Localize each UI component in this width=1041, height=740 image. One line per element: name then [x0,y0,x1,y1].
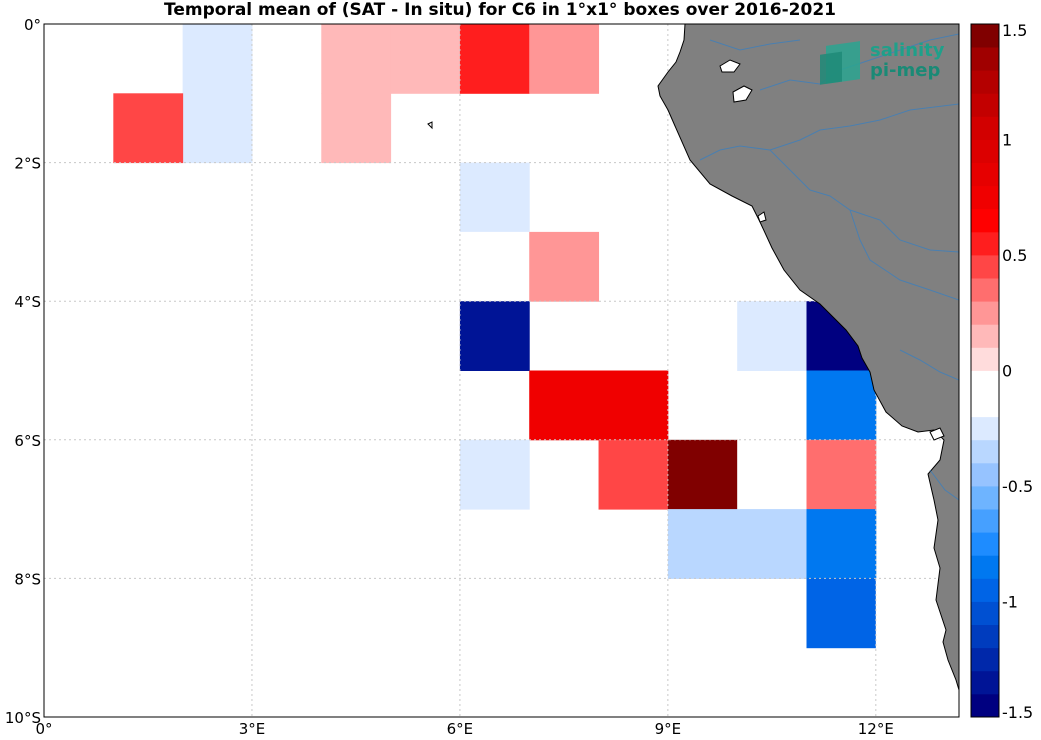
coast-island [719,59,741,73]
colorbar-segment [971,439,999,464]
colorbar-segment [971,393,999,418]
heatmap-cell [806,509,877,579]
coast-island [732,85,753,103]
heatmap-cell [737,301,807,371]
colorbar-segment [971,47,999,71]
x-tick-label: 6°E [447,720,474,738]
x-axis-ticks: 0° 3°E 6°E 9°E 12°E [35,720,893,738]
heatmap-cell [667,509,738,579]
colorbar-segment [971,70,999,94]
map-title: Temporal mean of (SAT - In situ) for C6 … [164,0,836,20]
heatmap-cell [529,370,600,441]
heatmap-cell [806,370,877,441]
heatmap-cell [806,578,877,649]
colorbar-segment [971,647,999,672]
coast-island [757,211,767,223]
y-tick-label: 4°S [14,293,41,311]
heatmap-cell [113,93,184,164]
y-tick-label: 0° [24,16,41,34]
x-tick-label: 12°E [858,720,894,738]
colorbar-segment [971,624,999,649]
heatmap-cell [182,93,253,164]
colorbar-segment [971,93,999,117]
heatmap-cell [321,93,392,164]
colorbar-segment [971,255,999,279]
y-tick-label: 2°S [14,155,41,173]
heatmap-cell [737,509,807,579]
heatmap-cell [667,439,738,510]
colorbar-segment [971,462,999,487]
heatmap-cell [459,301,530,371]
heatmap-cell [529,24,600,94]
land-layer [427,24,959,691]
colorbar-tick-label: 1 [1002,131,1012,150]
logo: salinity pi-mep [820,40,945,85]
colorbar-tick-label: 0 [1002,362,1012,381]
colorbar-segment [971,693,999,718]
x-tick-label: 3°E [239,720,266,738]
heatmap-cell [529,231,600,302]
colorbar-segment [971,139,999,163]
colorbar-segment [971,162,999,187]
heatmap-cell [459,439,530,510]
colorbar-segment [971,324,999,348]
heatmap-cell [459,231,530,302]
colorbar-segment [971,231,999,256]
colorbar-segment [971,208,999,233]
heatmap-cell [598,647,669,717]
colorbar-segment [971,670,999,695]
y-tick-label: 8°S [14,570,41,588]
colorbar-tick-label: 0.5 [1002,246,1027,265]
colorbar [971,24,999,718]
heatmap-cells [113,24,946,717]
y-tick-label: 6°S [14,432,41,450]
africa-land [657,24,959,691]
x-tick-label: 9°E [655,720,682,738]
colorbar-segment [971,509,999,533]
colorbar-segment [971,185,999,210]
colorbar-segment [971,116,999,140]
colorbar-segment [971,370,999,394]
heatmap-cell [875,578,946,649]
coast-island [929,427,945,441]
colorbar-segment [971,601,999,625]
heatmap-cell [321,24,392,94]
colorbar-segment [971,347,999,371]
coast-island [427,121,433,130]
logo-icon [820,41,860,85]
heatmap-cell [806,439,877,510]
y-tick-label: 10°S [5,709,41,727]
colorbar-tick-label: -1.5 [1002,703,1033,722]
colorbar-tick-label: -0.5 [1002,477,1033,496]
colorbar-segment [971,24,999,48]
heatmap-cell [598,370,669,441]
colorbar-segment [971,578,999,602]
plot-frame [43,23,960,718]
colorbar-segment [971,532,999,556]
colorbar-segment [971,278,999,302]
heatmap-cell [737,439,807,510]
heatmap-cell [459,162,530,233]
heatmap-cell [598,439,669,510]
x-tick-label: 0° [35,720,52,738]
colorbar-segment [971,486,999,510]
colorbar-ticks: 1.5 1 0.5 0 -0.5 -1 -1.5 [1002,21,1033,722]
colorbar-tick-label: 1.5 [1002,21,1027,40]
colorbar-segment [971,555,999,579]
heatmap-cell [390,24,461,94]
logo-line2: pi-mep [870,60,940,81]
heatmap-cell [459,24,530,94]
colorbar-segment [971,416,999,441]
colorbar-frame [970,23,1000,718]
logo-line1: salinity [870,40,945,61]
heatmap-cell [182,24,253,94]
y-axis-ticks: 0° 2°S 4°S 6°S 8°S 10°S [5,16,41,727]
colorbar-tick-label: -1 [1002,593,1018,612]
colorbar-segment [971,301,999,325]
